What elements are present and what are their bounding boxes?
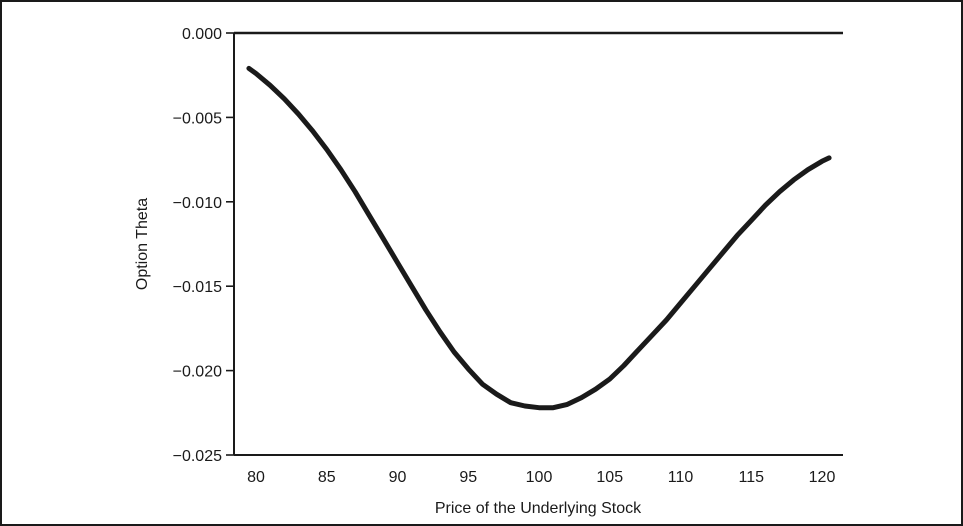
- y-axis-ticks: 0.000 −0.005 −0.010 −0.015 −0.020 −0.025: [173, 26, 234, 465]
- x-tick-label: 120: [809, 469, 836, 486]
- chart-axes: [233, 33, 843, 456]
- theta-series-line: [246, 65, 832, 411]
- x-tick-label: 105: [596, 469, 623, 486]
- x-tick-label: 85: [318, 469, 336, 486]
- y-tick-label: −0.025: [173, 448, 222, 465]
- x-tick-label: 115: [738, 469, 764, 486]
- y-axis-label: Option Theta: [134, 198, 151, 290]
- y-tick-label: −0.020: [173, 364, 222, 381]
- y-tick-label: −0.010: [173, 195, 222, 212]
- x-tick-label: 80: [247, 469, 265, 486]
- x-axis-ticks: 80 85 90 95 100 105 110 115 120: [247, 469, 835, 486]
- y-tick-label: 0.000: [182, 26, 222, 43]
- x-tick-label: 110: [668, 469, 694, 486]
- x-tick-label: 95: [459, 469, 477, 486]
- y-tick-label: −0.015: [173, 279, 222, 296]
- x-tick-label: 100: [526, 469, 553, 486]
- y-tick-label: −0.005: [173, 110, 222, 127]
- series-layer: [234, 31, 843, 411]
- x-tick-label: 90: [389, 469, 407, 486]
- x-axis-label: Price of the Underlying Stock: [435, 500, 642, 517]
